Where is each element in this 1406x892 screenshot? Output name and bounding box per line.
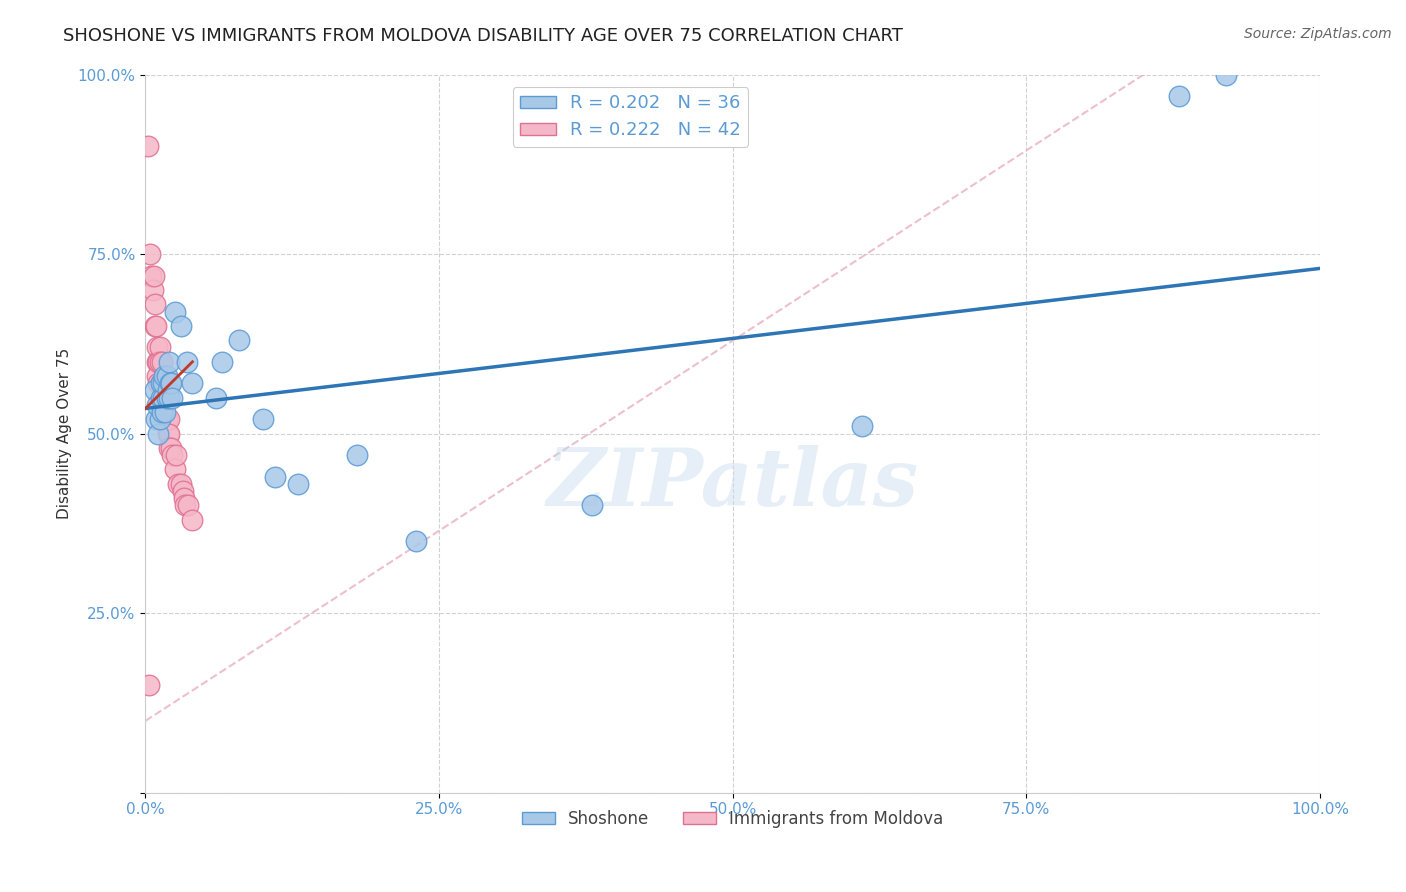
Point: [581, 499, 603, 513]
Point: [181, 376, 204, 391]
Point: [145, 318, 167, 333]
Point: [145, 412, 167, 426]
Text: ZIPatlas: ZIPatlas: [547, 445, 918, 523]
Point: [177, 499, 200, 513]
Point: [149, 376, 172, 391]
Point: [157, 441, 180, 455]
Point: [139, 247, 162, 261]
Point: [149, 391, 172, 405]
Point: [150, 376, 173, 391]
Point: [1215, 68, 1237, 82]
Point: [156, 384, 179, 398]
Point: [152, 391, 174, 405]
Y-axis label: Disability Age Over 75: Disability Age Over 75: [58, 348, 72, 519]
Point: [141, 283, 163, 297]
Point: [146, 398, 169, 412]
Point: [155, 369, 177, 384]
Point: [148, 355, 170, 369]
Text: Source: ZipAtlas.com: Source: ZipAtlas.com: [1244, 27, 1392, 41]
Point: [252, 412, 274, 426]
Point: [176, 355, 198, 369]
Point: [160, 376, 183, 391]
Point: [153, 412, 176, 426]
Point: [181, 513, 204, 527]
Point: [148, 412, 170, 426]
Point: [155, 391, 177, 405]
Point: [155, 405, 177, 419]
Point: [163, 304, 186, 318]
Point: [152, 405, 174, 419]
Point: [153, 369, 176, 384]
Point: [155, 391, 177, 405]
Point: [153, 391, 176, 405]
Point: [346, 448, 368, 462]
Point: [170, 476, 193, 491]
Point: [146, 355, 169, 369]
Point: [159, 376, 181, 391]
Point: [157, 391, 180, 405]
Point: [157, 355, 180, 369]
Point: [143, 318, 166, 333]
Point: [228, 333, 250, 347]
Point: [160, 441, 183, 455]
Point: [263, 469, 285, 483]
Point: [211, 355, 233, 369]
Point: [150, 405, 173, 419]
Legend: Shoshone, Immigrants from Moldova: Shoshone, Immigrants from Moldova: [515, 804, 950, 835]
Point: [149, 391, 172, 405]
Point: [152, 391, 174, 405]
Point: [152, 376, 174, 391]
Point: [162, 391, 184, 405]
Point: [143, 384, 166, 398]
Point: [155, 412, 177, 426]
Text: SHOSHONE VS IMMIGRANTS FROM MOLDOVA DISABILITY AGE OVER 75 CORRELATION CHART: SHOSHONE VS IMMIGRANTS FROM MOLDOVA DISA…: [63, 27, 903, 45]
Point: [173, 491, 195, 506]
Point: [148, 376, 170, 391]
Point: [167, 476, 190, 491]
Point: [170, 318, 193, 333]
Point: [149, 376, 172, 391]
Point: [172, 483, 194, 498]
Point: [165, 448, 187, 462]
Point: [152, 376, 174, 391]
Point: [156, 426, 179, 441]
Point: [136, 139, 159, 153]
Point: [142, 268, 165, 283]
Point: [148, 340, 170, 354]
Point: [146, 340, 169, 354]
Point: [205, 391, 228, 405]
Point: [150, 355, 173, 369]
Point: [138, 678, 160, 692]
Point: [174, 499, 197, 513]
Point: [851, 419, 873, 434]
Point: [163, 462, 186, 476]
Point: [405, 534, 427, 549]
Point: [148, 355, 170, 369]
Point: [148, 426, 170, 441]
Point: [141, 268, 163, 283]
Point: [157, 412, 180, 426]
Point: [287, 476, 309, 491]
Point: [162, 448, 184, 462]
Point: [146, 369, 169, 384]
Point: [1167, 89, 1189, 103]
Point: [143, 297, 166, 311]
Point: [157, 426, 180, 441]
